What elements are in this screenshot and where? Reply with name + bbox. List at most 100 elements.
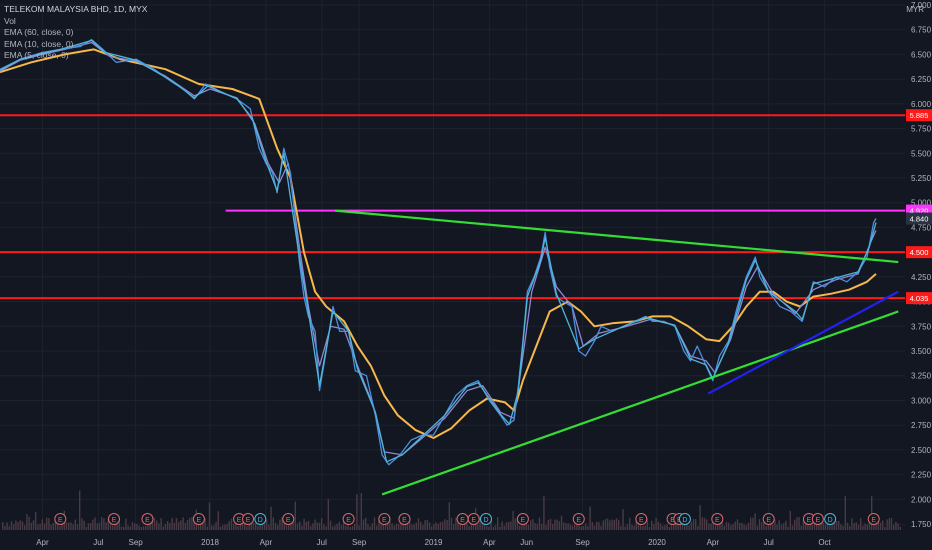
earnings-marker-label: E [286,517,291,524]
dividend-marker[interactable] [824,513,837,525]
volume-bar [129,526,131,530]
volume-bar [266,519,268,530]
earnings-marker[interactable] [572,513,585,525]
dividend-marker[interactable] [678,513,691,525]
earnings-marker[interactable] [54,513,67,525]
volume-bar [283,523,285,530]
x-tick-label: 2019 [425,538,443,547]
volume-bar [827,522,829,530]
currency-label: MYR [906,5,924,14]
volume-bar [868,522,871,530]
y-tick-label: 3.750 [911,322,932,331]
volume-bar [153,517,156,530]
volume-bar [455,517,457,530]
earnings-marker[interactable] [342,513,355,525]
volume-bar [237,526,239,530]
dividend-marker[interactable] [480,513,493,525]
volume-bar [41,519,43,530]
earnings-marker-label: E [715,517,720,524]
earnings-marker[interactable] [516,513,529,525]
volume-bar [226,523,228,530]
earnings-marker[interactable] [635,513,648,525]
volume-bar [879,522,882,530]
volume-bar [758,519,761,530]
volume-bar [52,522,54,530]
volume-bar [327,499,329,530]
indicator-volume[interactable]: Vol [4,15,16,26]
ema-5-line [0,39,877,463]
volume-bar [849,525,851,530]
volume-bar [197,520,200,530]
volume-bar [785,520,787,530]
earnings-marker[interactable] [762,513,775,525]
volume-bar [477,524,479,530]
volume-bar [345,526,347,530]
indicator-ema-60[interactable]: EMA (60, close, 0) [4,27,74,37]
volume-bar [446,519,448,530]
earnings-marker[interactable] [242,513,255,525]
volume-bar [261,521,263,530]
volume-bar [499,526,501,530]
earnings-marker[interactable] [282,513,295,525]
earnings-marker[interactable] [398,513,411,525]
volume-bar [622,509,624,530]
earnings-marker[interactable] [141,513,154,525]
volume-bar [479,517,481,530]
y-tick-label: 5.250 [911,174,932,183]
time-axis[interactable]: Apr Jul Sep 2018 Apr Jul Sep 2019 Apr Jun Sep 2020 A… [36,538,831,547]
earnings-marker[interactable] [378,513,391,525]
volume-bar [268,524,270,530]
volume-bar [200,519,202,530]
earnings-marker[interactable] [107,513,120,525]
y-tick-label: 6.500 [911,50,932,59]
volume-bar [448,502,450,530]
earnings-marker[interactable] [811,513,824,525]
y-tick-label: 3.500 [911,347,932,356]
volume-bar [554,519,556,530]
volume-bar [516,519,519,530]
volume-bar [897,523,899,530]
volume-bar [263,523,266,530]
x-tick-label: Apr [260,538,273,547]
volume-bar [54,520,57,530]
volume-bar [893,524,895,530]
volume-bar [593,525,596,530]
volume-bar [862,525,864,530]
volume-bar [725,521,728,530]
volume-bar [380,524,382,530]
price-badge-label: 4.500 [910,248,929,257]
volume-bar [607,518,609,530]
volume-bar [611,519,613,530]
volume-bar [488,526,490,530]
volume-bar [98,522,101,530]
volume-bar [230,518,233,530]
indicator-ema-5[interactable]: EMA (5, close, 0) [4,50,69,60]
volume-bar [400,522,402,530]
dividend-marker[interactable] [254,513,267,525]
event-markers[interactable]: EEEEEEEEEEEEEEEEEEEEEEDDDD [54,513,880,525]
earnings-marker[interactable] [711,513,724,525]
volume-bar [257,525,259,530]
indicator-ema-10[interactable]: EMA (10, close, 0) [4,38,74,49]
volume-bar [160,518,162,530]
earnings-marker[interactable] [467,513,480,525]
volume-bar [422,524,424,530]
volume-bar [156,520,158,530]
volume-bar [325,526,327,530]
volume-bar [442,521,444,530]
earnings-marker[interactable] [192,513,205,525]
volume-bar [299,521,301,530]
symbol-title[interactable]: TELEKOM MALAYSIA BHD, 1D, MYX [4,4,148,14]
volume-bar [563,522,565,530]
volume-bar [431,526,433,530]
trend-lines [335,209,899,496]
volume-bar [101,517,103,530]
dividend-marker-label: D [682,517,687,524]
volume-bar [816,523,818,530]
volume-bar [681,522,684,530]
volume-bar [613,519,615,530]
volume-bar [655,517,657,530]
volume-bar [824,524,827,530]
earnings-marker[interactable] [867,513,880,525]
